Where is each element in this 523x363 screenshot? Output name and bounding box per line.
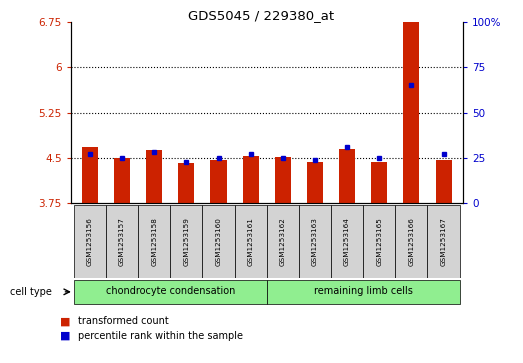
Bar — [267, 205, 299, 278]
Text: ■: ■ — [60, 331, 71, 341]
Bar — [395, 205, 427, 278]
Bar — [146, 150, 162, 203]
Text: remaining limb cells: remaining limb cells — [314, 286, 413, 296]
Bar — [114, 158, 130, 203]
Bar — [339, 149, 355, 203]
Text: GSM1253162: GSM1253162 — [280, 217, 286, 266]
Bar — [267, 280, 460, 303]
Text: GSM1253156: GSM1253156 — [87, 217, 93, 266]
Text: GSM1253165: GSM1253165 — [376, 217, 382, 266]
Bar — [331, 205, 363, 278]
Text: GSM1253167: GSM1253167 — [440, 217, 447, 266]
Bar — [275, 157, 291, 203]
Text: GSM1253161: GSM1253161 — [248, 217, 254, 266]
Bar — [202, 205, 235, 278]
Bar — [243, 156, 259, 203]
Text: ■: ■ — [60, 316, 71, 326]
Bar — [363, 205, 395, 278]
Bar — [82, 147, 98, 203]
Bar — [170, 205, 202, 278]
Bar — [74, 280, 267, 303]
Bar — [235, 205, 267, 278]
Text: GSM1253166: GSM1253166 — [408, 217, 414, 266]
Text: GSM1253160: GSM1253160 — [215, 217, 222, 266]
Bar — [299, 205, 331, 278]
Bar — [403, 22, 419, 203]
Text: transformed count: transformed count — [78, 316, 169, 326]
Text: GSM1253163: GSM1253163 — [312, 217, 318, 266]
Text: chondrocyte condensation: chondrocyte condensation — [106, 286, 235, 296]
Text: cell type: cell type — [10, 287, 52, 297]
Bar — [210, 160, 226, 203]
Bar — [74, 205, 106, 278]
Bar — [178, 163, 195, 203]
Text: GSM1253157: GSM1253157 — [119, 217, 125, 266]
Bar — [307, 162, 323, 203]
Text: GSM1253159: GSM1253159 — [184, 217, 189, 266]
Text: GDS5045 / 229380_at: GDS5045 / 229380_at — [188, 9, 335, 22]
Text: GSM1253164: GSM1253164 — [344, 217, 350, 266]
Bar — [106, 205, 138, 278]
Bar — [371, 162, 388, 203]
Text: percentile rank within the sample: percentile rank within the sample — [78, 331, 243, 341]
Bar — [427, 205, 460, 278]
Bar — [138, 205, 170, 278]
Text: GSM1253158: GSM1253158 — [151, 217, 157, 266]
Bar — [436, 160, 451, 203]
